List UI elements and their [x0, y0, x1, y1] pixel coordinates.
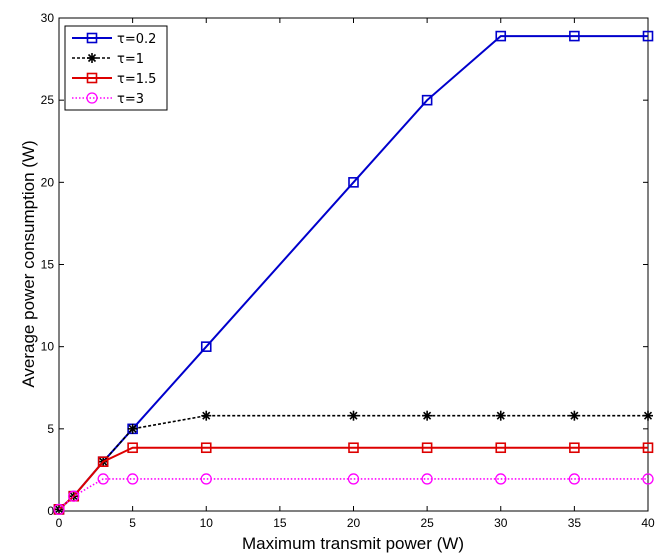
data-point — [643, 410, 653, 421]
data-point — [421, 94, 433, 106]
legend-entry: τ=1 — [72, 52, 144, 67]
x-tick-label: 30 — [494, 516, 508, 530]
data-point — [495, 442, 507, 454]
y-tick-label: 20 — [41, 175, 55, 189]
data-point — [495, 473, 507, 485]
series-3 — [53, 473, 654, 516]
data-point — [569, 410, 580, 421]
data-point — [642, 442, 654, 454]
data-point — [495, 30, 507, 42]
legend-marker — [87, 53, 97, 63]
asterisk-stroke — [570, 411, 579, 420]
x-axis-label: Maximum transmit power (W) — [242, 534, 464, 553]
data-point — [53, 503, 65, 516]
data-point — [348, 410, 359, 421]
y-tick-label: 25 — [41, 93, 55, 107]
asterisk-stroke — [643, 411, 653, 420]
x-tick-label: 25 — [420, 516, 434, 530]
data-point — [347, 473, 360, 485]
asterisk-stroke — [87, 53, 97, 63]
y-tick-label: 0 — [47, 504, 54, 518]
legend-marker — [86, 92, 98, 104]
series-2 — [53, 442, 654, 515]
legend-entry: τ=1.5 — [72, 72, 156, 87]
data-point — [569, 442, 580, 454]
data-point — [495, 410, 506, 421]
data-point — [422, 410, 433, 421]
axis-ticks: 0 5 10 15 20 25 30 35 40 0 5 10 15 20 25 30 — [41, 11, 655, 530]
asterisk-stroke — [128, 424, 137, 433]
data-point — [568, 473, 581, 485]
x-tick-label: 35 — [568, 516, 582, 530]
legend-label: τ=1 — [117, 52, 144, 67]
legend-entry: τ=3 — [72, 92, 144, 107]
series-line — [58, 446, 648, 511]
data-point — [201, 410, 212, 421]
x-tick-label: 10 — [200, 516, 214, 530]
legend-label: τ=3 — [117, 92, 144, 107]
data-point — [421, 473, 433, 485]
data-point — [126, 473, 139, 485]
data-point — [569, 30, 580, 42]
x-tick-label: 40 — [641, 516, 655, 530]
asterisk-stroke — [496, 411, 505, 420]
data-point — [97, 473, 109, 485]
data-point — [421, 442, 433, 454]
data-point — [200, 473, 212, 485]
data-point — [200, 341, 212, 352]
series-layer — [53, 30, 654, 516]
y-tick-label: 10 — [41, 340, 55, 354]
data-point — [348, 442, 359, 454]
legend-label: τ=1.5 — [117, 72, 156, 87]
y-tick-label: 30 — [41, 11, 55, 25]
legend-box — [64, 25, 168, 111]
legend: τ=0.2 τ=1 τ=1.5 τ=3 — [64, 25, 168, 111]
data-point — [127, 442, 138, 454]
data-point — [68, 490, 80, 502]
x-tick-label: 20 — [347, 516, 361, 530]
asterisk-stroke — [202, 411, 211, 420]
data-point — [348, 177, 359, 188]
x-tick-label: 15 — [273, 516, 287, 530]
legend-marker — [86, 32, 98, 44]
y-tick-label: 15 — [41, 258, 55, 272]
y-tick-label: 5 — [47, 422, 54, 436]
legend-label: τ=0.2 — [117, 32, 156, 47]
data-point — [97, 456, 109, 468]
legend-marker — [86, 72, 98, 84]
legend-entry: τ=0.2 — [72, 32, 156, 47]
x-tick-label: 5 — [129, 516, 136, 530]
asterisk-stroke — [349, 411, 358, 420]
asterisk-stroke — [423, 411, 432, 420]
y-axis-label: Average power consumption (W) — [19, 140, 38, 387]
data-point — [642, 30, 654, 42]
x-tick-label: 0 — [56, 516, 63, 530]
data-point — [127, 423, 138, 434]
data-point — [642, 473, 654, 485]
data-point — [200, 442, 212, 454]
